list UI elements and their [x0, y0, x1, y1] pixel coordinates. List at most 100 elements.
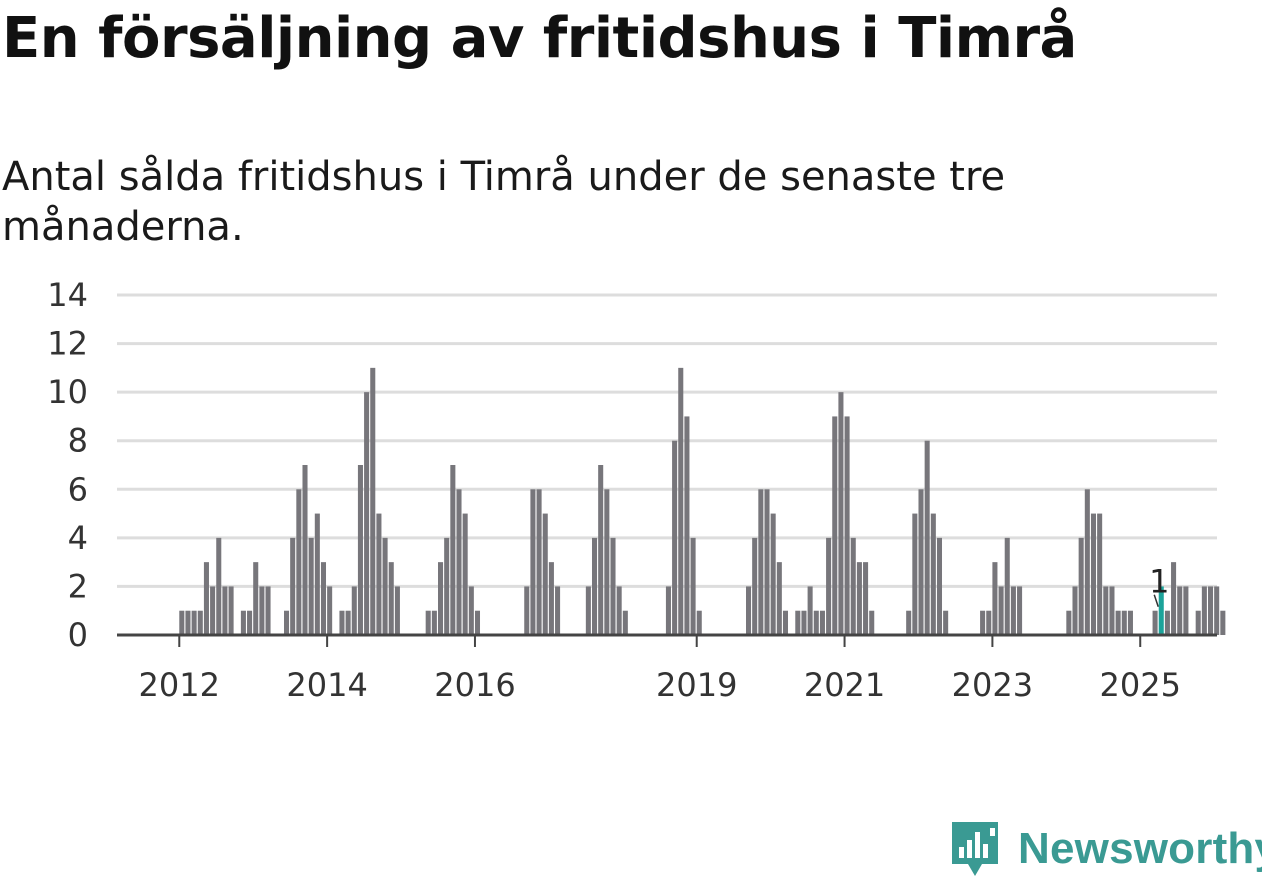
bar — [203, 562, 209, 635]
bar — [265, 586, 271, 635]
bar — [924, 440, 930, 635]
bar — [764, 489, 770, 635]
x-tick-label-2012: 2012 — [139, 666, 220, 704]
bar — [986, 610, 992, 635]
bar — [327, 586, 333, 635]
bar — [542, 513, 548, 635]
bar — [838, 392, 844, 635]
bar — [1152, 610, 1158, 635]
bar — [930, 513, 936, 635]
bar — [1017, 586, 1023, 635]
bar — [1115, 610, 1121, 635]
bar — [259, 586, 265, 635]
bar — [690, 537, 696, 635]
y-tick-label-2: 2 — [68, 567, 88, 605]
y-tick-label-8: 8 — [68, 422, 88, 460]
bar — [530, 489, 536, 635]
bar — [1010, 586, 1016, 635]
y-tick-label-6: 6 — [68, 470, 88, 508]
bar — [450, 465, 456, 635]
bar — [351, 586, 357, 635]
bar — [1084, 489, 1090, 635]
chart-subtitle: Antal sålda fritidshus i Timrå under de … — [2, 154, 1006, 250]
bar — [1201, 586, 1207, 635]
y-tick-label-12: 12 — [47, 325, 88, 363]
bar — [795, 610, 801, 635]
bar — [468, 586, 474, 635]
bar — [684, 416, 690, 635]
bar — [1164, 610, 1170, 635]
bar — [345, 610, 351, 635]
bar — [1195, 610, 1201, 635]
y-tick-label-14: 14 — [47, 276, 88, 314]
bar — [998, 586, 1004, 635]
bar — [308, 537, 314, 635]
bar — [425, 610, 431, 635]
annotation-leader-line — [1153, 594, 1159, 607]
bar — [462, 513, 468, 635]
bar — [240, 610, 246, 635]
bar — [869, 610, 875, 635]
x-axis — [117, 633, 1217, 647]
x-tick-label-2021: 2021 — [804, 666, 885, 704]
bar — [1214, 586, 1220, 635]
bar — [382, 537, 388, 635]
bar — [524, 586, 530, 635]
bar — [980, 610, 986, 635]
bar — [1220, 610, 1226, 635]
bar — [943, 610, 949, 635]
bar — [191, 610, 197, 635]
bar — [776, 562, 782, 635]
bar-chart: 0 2 4 6 8 10 12 14 2012 2014 2016 2019 2021 2023 2025… — [47, 276, 1226, 704]
bar — [431, 610, 437, 635]
bar — [1208, 586, 1214, 635]
bar — [222, 586, 228, 635]
bar — [696, 610, 702, 635]
bar — [585, 586, 591, 635]
bar — [616, 586, 622, 635]
bar — [1078, 537, 1084, 635]
bar — [314, 513, 320, 635]
highlight-data-label: 1 — [1149, 563, 1169, 601]
bar — [936, 537, 943, 635]
y-axis-labels: 0 2 4 6 8 10 12 14 — [47, 276, 88, 654]
bar — [253, 562, 259, 635]
bar — [357, 465, 363, 635]
bar — [247, 610, 253, 635]
bar — [1004, 537, 1010, 635]
brand-name: Newsworthy — [1018, 824, 1262, 873]
bar — [801, 610, 807, 635]
bar — [388, 562, 394, 635]
bar — [844, 416, 850, 635]
bar — [856, 562, 862, 635]
y-tick-label-4: 4 — [68, 519, 88, 557]
bar — [339, 610, 345, 635]
x-tick-label-2023: 2023 — [952, 666, 1033, 704]
bar — [1072, 586, 1078, 635]
bar — [665, 586, 671, 635]
x-axis-labels: 2012 2014 2016 2019 2021 2023 2025 — [139, 666, 1181, 704]
bar — [185, 610, 191, 635]
bar — [555, 586, 561, 635]
bar — [1171, 562, 1177, 635]
bar — [863, 562, 869, 635]
bar — [216, 537, 222, 635]
bar — [548, 562, 554, 635]
bar — [672, 440, 678, 635]
bar — [364, 392, 370, 635]
bar — [296, 489, 302, 635]
y-tick-label-10: 10 — [47, 373, 88, 411]
bar — [320, 562, 327, 635]
bar — [610, 537, 616, 635]
bar — [912, 513, 918, 635]
annotations: 1 — [1149, 563, 1169, 607]
bar — [678, 367, 684, 635]
bar — [1121, 610, 1127, 635]
bar — [770, 513, 776, 635]
bar — [807, 586, 813, 635]
bar — [1109, 586, 1115, 635]
page-title: En försäljning av fritidshus i Timrå — [2, 6, 1077, 71]
bar — [850, 537, 856, 635]
bar — [1183, 586, 1189, 635]
bar — [438, 562, 444, 635]
